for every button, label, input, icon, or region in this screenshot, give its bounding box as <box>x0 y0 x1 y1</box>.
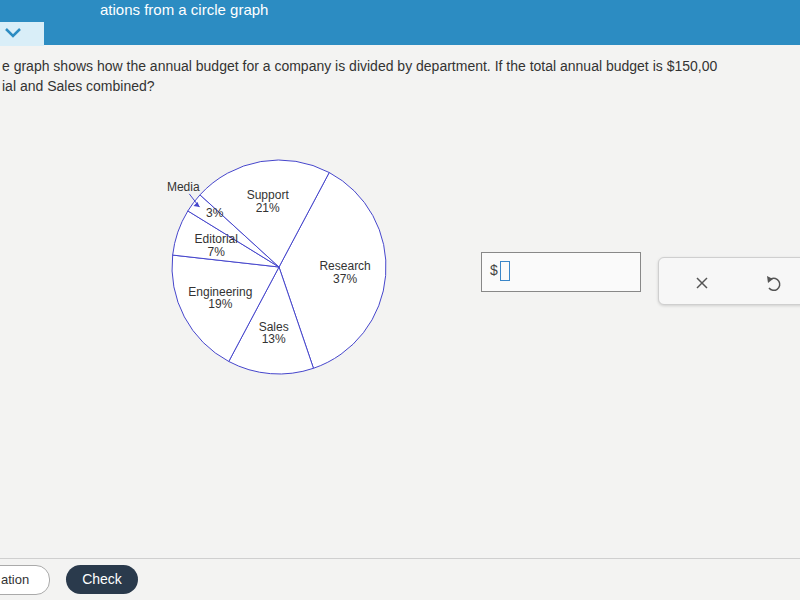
html-text:ations from a circle graph: ations from a circle graph <box>100 1 269 18</box>
svg-text:Engineering19%: Engineering19% <box>188 285 252 312</box>
svg-text:Editorial7%: Editorial7% <box>195 232 238 259</box>
html-text:ial and Sales combined?: ial and Sales combined? <box>2 78 155 94</box>
html-text:ation: ation <box>1 572 30 587</box>
svg-text:Media: Media <box>167 180 200 194</box>
html-text:e graph shows how the annual b: e graph shows how the annual budget for … <box>2 58 718 74</box>
svg-text:Research37%: Research37% <box>319 259 370 286</box>
svg-text:Support21%: Support21% <box>247 188 290 215</box>
svg-text:3%: 3% <box>206 206 224 220</box>
svg-text:Sales13%: Sales13% <box>259 320 289 347</box>
html-text:Check: Check <box>82 571 122 587</box>
